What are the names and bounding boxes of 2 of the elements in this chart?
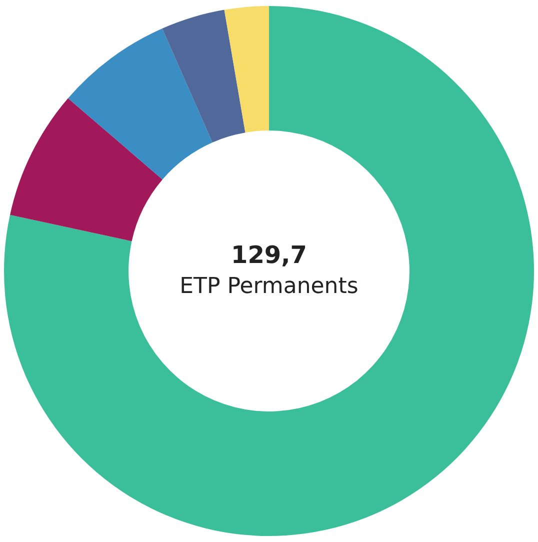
text: 129,7: [231, 240, 307, 271]
text: ETP Permanents: [180, 273, 358, 302]
